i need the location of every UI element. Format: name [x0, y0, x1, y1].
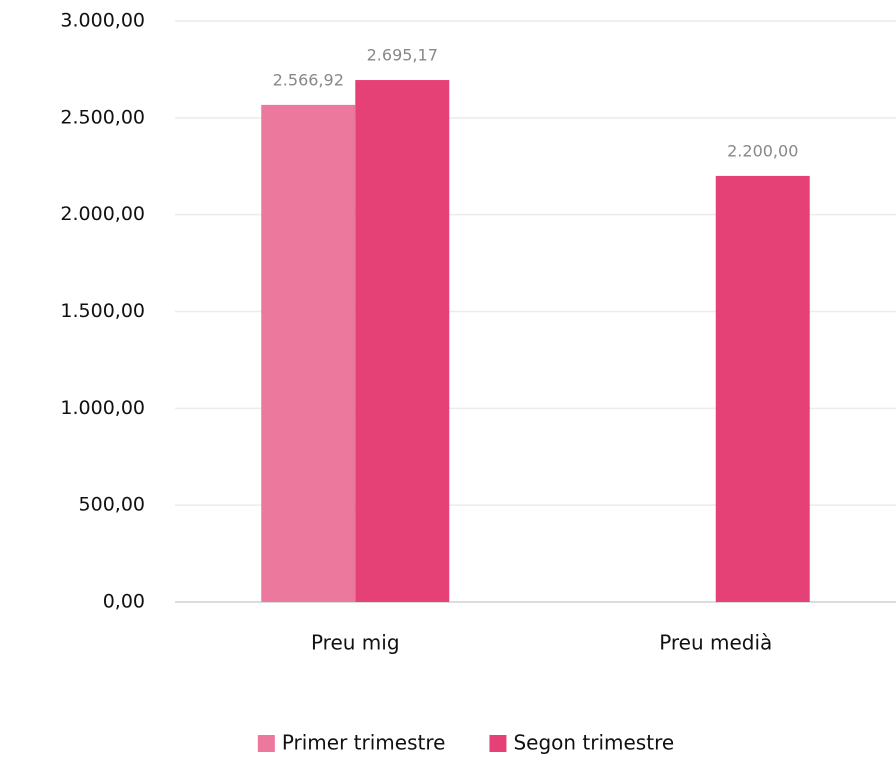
x-tick-label: Preu mig	[311, 631, 400, 655]
value-label: 2.200,00	[727, 141, 798, 160]
y-tick-label: 2.500,00	[60, 106, 145, 128]
legend-item: Segon trimestre	[489, 731, 674, 755]
y-tick-label: 2.000,00	[60, 203, 145, 225]
y-tick-label: 0,00	[103, 591, 145, 613]
y-tick-label: 3.000,00	[60, 10, 145, 32]
bar	[355, 80, 450, 603]
bar	[715, 175, 810, 602]
x-tick-label: Preu medià	[659, 631, 772, 655]
value-label: 2.566,92	[273, 70, 344, 89]
y-tick-label: 1.000,00	[60, 397, 145, 419]
legend-label: Segon trimestre	[513, 731, 674, 755]
bar	[261, 104, 356, 602]
legend-label: Primer trimestre	[282, 731, 446, 755]
legend-swatch	[489, 735, 507, 752]
value-label: 2.695,17	[367, 46, 438, 65]
y-tick-label: 1.500,00	[60, 300, 145, 322]
y-tick-label: 500,00	[79, 494, 145, 516]
legend-item: Primer trimestre	[257, 731, 446, 755]
legend-swatch	[257, 735, 275, 752]
